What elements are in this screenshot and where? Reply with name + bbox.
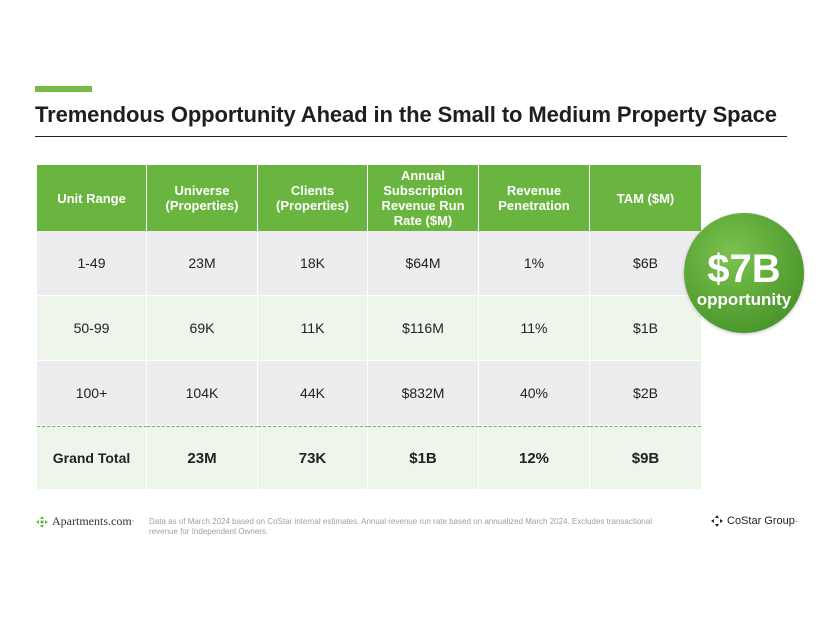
cell-universe: 23M (147, 231, 258, 296)
costar-logo-text: CoStar Group (727, 515, 795, 527)
costar-logo-icon (711, 515, 723, 527)
cell-annual-revenue: $116M (368, 296, 479, 361)
cell-revenue-penetration: 11% (479, 296, 590, 361)
cell-tam: $1B (590, 296, 701, 361)
cell-annual-revenue: $64M (368, 231, 479, 296)
cell-annual-revenue: $832M (368, 361, 479, 426)
cell-total-clients: 73K (258, 426, 368, 490)
header-revenue-penetration: Revenue Penetration (479, 165, 590, 231)
header-universe: Universe (Properties) (147, 165, 258, 231)
cell-clients: 11K (258, 296, 368, 361)
opportunity-table: Unit Range Universe (Properties) Clients… (37, 165, 701, 490)
cell-total-annual-revenue: $1B (368, 426, 479, 490)
cell-tam: $6B (590, 231, 701, 296)
header-tam: TAM ($M) (590, 165, 701, 231)
header-clients: Clients (Properties) (258, 165, 368, 231)
grand-total-row: Grand Total 23M 73K $1B 12% $9B (37, 426, 701, 490)
title-divider (35, 136, 787, 137)
table-row: 50-99 69K 11K $116M 11% $1B (37, 296, 701, 361)
header-annual-revenue: Annual Subscription Revenue Run Rate ($M… (368, 165, 479, 231)
badge-label: opportunity (696, 290, 792, 309)
badge-amount: $7B (707, 247, 781, 291)
cell-revenue-penetration: 40% (479, 361, 590, 426)
cell-universe: 69K (147, 296, 258, 361)
slide-title: Tremendous Opportunity Ahead in the Smal… (35, 102, 777, 127)
cell-clients: 18K (258, 231, 368, 296)
apartments-logo-mark: · (131, 517, 135, 526)
footnote: Data as of March 2024 based on CoStar in… (149, 517, 652, 536)
apartments-logo: Apartments.com · (35, 514, 134, 529)
header-unit-range: Unit Range (37, 165, 147, 231)
opportunity-badge: $7B opportunity (684, 213, 804, 333)
apartments-logo-icon (36, 515, 48, 528)
cell-revenue-penetration: 1% (479, 231, 590, 296)
cell-total-label: Grand Total (37, 426, 147, 490)
cell-total-revenue-penetration: 12% (479, 426, 590, 490)
cell-clients: 44K (258, 361, 368, 426)
cell-unit-range: 1-49 (37, 231, 147, 296)
cell-unit-range: 100+ (37, 361, 147, 426)
table-row: 1-49 23M 18K $64M 1% $6B (37, 231, 701, 296)
table-header-row: Unit Range Universe (Properties) Clients… (37, 165, 701, 231)
costar-logo-mark: · (794, 516, 798, 526)
cell-tam: $2B (590, 361, 701, 426)
title-accent-bar (35, 86, 92, 92)
costar-logo: CoStar Group · (710, 514, 798, 528)
table-row: 100+ 104K 44K $832M 40% $2B (37, 361, 701, 426)
apartments-logo-text: Apartments.com (52, 514, 132, 528)
cell-universe: 104K (147, 361, 258, 426)
cell-total-universe: 23M (147, 426, 258, 490)
cell-total-tam: $9B (590, 426, 701, 490)
cell-unit-range: 50-99 (37, 296, 147, 361)
